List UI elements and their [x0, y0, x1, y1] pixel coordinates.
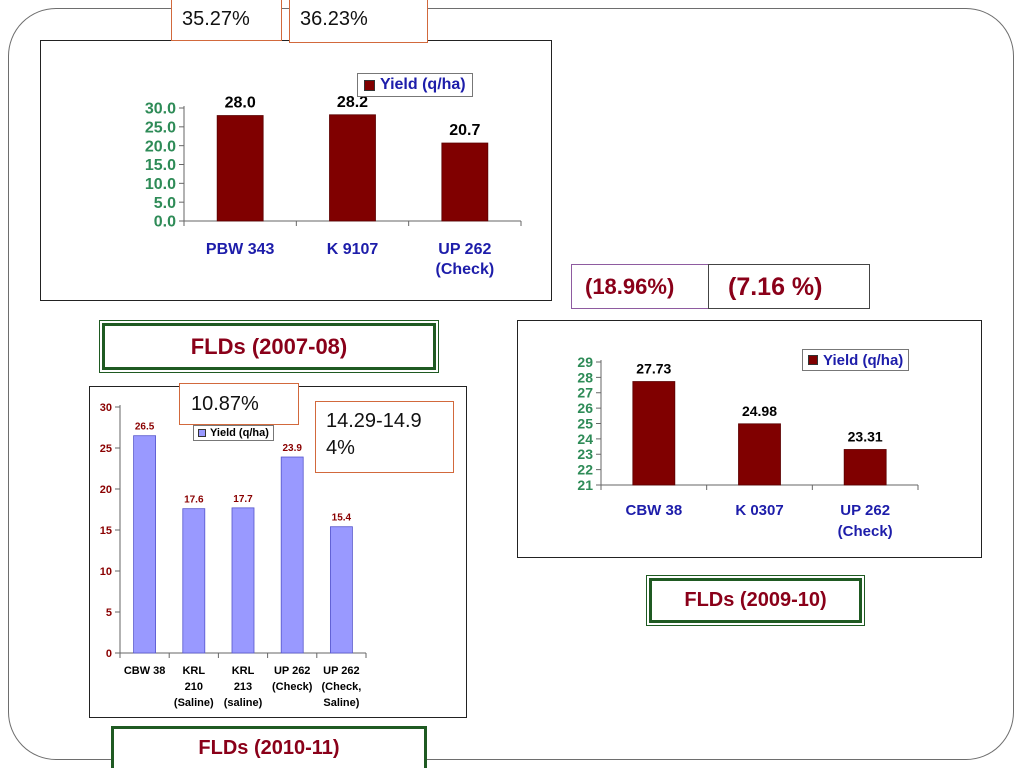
bar-value-label: 15.4 [332, 513, 352, 524]
bar-value-label: 23.31 [848, 428, 883, 444]
y-tick-label: 30 [100, 402, 112, 414]
y-tick-label: 15 [100, 525, 112, 537]
category-label: UP 262 (Check, Saline) [322, 665, 362, 709]
bar-value-label: 24.98 [742, 403, 777, 419]
y-tick-label: 25 [577, 415, 593, 431]
y-tick-label: 21 [577, 477, 593, 493]
bar [231, 507, 255, 654]
bar [329, 526, 353, 654]
bar [632, 381, 676, 486]
y-tick-label: 10.0 [145, 176, 176, 193]
y-tick-label: 20.0 [145, 138, 176, 155]
bar-value-label: 27.73 [636, 361, 671, 377]
bar-value-label: 23.9 [282, 443, 302, 454]
y-tick-label: 20 [100, 484, 112, 496]
category-label: KRL 213 (saline) [224, 665, 263, 709]
slide-frame [8, 8, 1014, 760]
legend-label: Yield (q/ha) [823, 351, 904, 369]
bar-value-label: 17.6 [184, 495, 204, 506]
legend-label: Yield (q/ha) [380, 76, 466, 93]
y-tick-label: 25.0 [145, 119, 176, 136]
y-tick-label: 28 [577, 369, 593, 385]
bar [182, 508, 206, 654]
legend-swatch [198, 429, 206, 437]
chart-2010-11-plot: 0 5 10 15 20 25 30 26.5 CBW 38 17.6 KRL 210 (Saline)… [100, 402, 367, 709]
y-tick-label: 26 [577, 400, 593, 416]
chart-2007-08-plot: 0.0 5.0 10.0 15.0 20.0 25.030.0 28.0 PBW 343 28.… [145, 94, 522, 278]
category-label: K 9107 [327, 241, 379, 258]
y-tick-label: 0.0 [154, 214, 176, 231]
y-tick-label: 27 [577, 385, 593, 401]
y-tick-label: 25 [100, 443, 112, 455]
bar [738, 423, 781, 486]
bar [329, 114, 376, 222]
pct-annotation-pbw343: 35.27% [171, 0, 282, 41]
y-tick-label: 10 [100, 566, 112, 578]
legend-2009-10: Yield (q/ha) [802, 349, 910, 371]
legend-2007-08: Yield (q/ha) [357, 73, 473, 97]
pct-annotation-cbw38-2010: 10.87% [179, 383, 299, 425]
y-tick-label: 24 [577, 431, 593, 447]
bar-value-label: 28.2 [337, 94, 368, 111]
bar-value-label: 26.5 [135, 422, 155, 433]
y-tick-label: 30.0 [145, 101, 176, 118]
bar-value-label: 28.0 [225, 95, 256, 112]
pct-annotation-krl-2010: 14.29-14.94% [315, 401, 454, 473]
bar [133, 435, 156, 654]
category-label: UP 262 (Check) [838, 502, 893, 540]
y-tick-label: 23 [577, 446, 593, 462]
category-label: UP 262 (Check) [435, 241, 494, 278]
legend-label: Yield (q/ha) [210, 427, 269, 439]
legend-2010-11: Yield (q/ha) [193, 425, 274, 441]
caption-flds-2007-08: FLDs (2007-08) [99, 320, 439, 373]
bar [216, 115, 264, 222]
category-label: K 0307 [735, 502, 783, 519]
pct-annotation-k0307: (7.16 %) [708, 264, 870, 309]
caption-flds-2010-11: FLDs (2010-11) [111, 726, 427, 768]
legend-swatch [364, 79, 375, 91]
category-label: UP 262 (Check) [272, 665, 313, 693]
bar [441, 142, 489, 222]
bar-value-label: 20.7 [449, 122, 480, 139]
bar [280, 456, 304, 654]
pct-annotation-k9107: 36.23% [289, 0, 428, 43]
legend-swatch [808, 355, 818, 365]
caption-flds-2009-10: FLDs (2009-10) [646, 575, 865, 626]
bar [843, 449, 887, 486]
category-label: CBW 38 [124, 665, 166, 677]
y-tick-label: 5 [106, 607, 112, 619]
category-label: CBW 38 [625, 502, 682, 519]
y-tick-label: 15.0 [145, 157, 176, 174]
chart-2007-08: 0.0 5.0 10.0 15.0 20.0 25.0 30.0 28.0 PBW 343 28.… [40, 40, 552, 301]
y-tick-label: 29 [577, 354, 593, 370]
y-tick-label: 22 [577, 462, 593, 478]
category-label: KRL 210 (Saline) [174, 665, 214, 709]
chart-2009-10: 21 22 23 24 25 26 27 28 29 27.73 CBW 38 24.98 K 0307… [517, 320, 982, 558]
pct-annotation-cbw38: (18.96%) [571, 264, 710, 309]
category-label: PBW 343 [206, 241, 275, 258]
y-tick-label: 5.0 [154, 195, 176, 212]
bar-value-label: 17.7 [233, 494, 253, 505]
y-tick-label: 0 [106, 648, 112, 660]
